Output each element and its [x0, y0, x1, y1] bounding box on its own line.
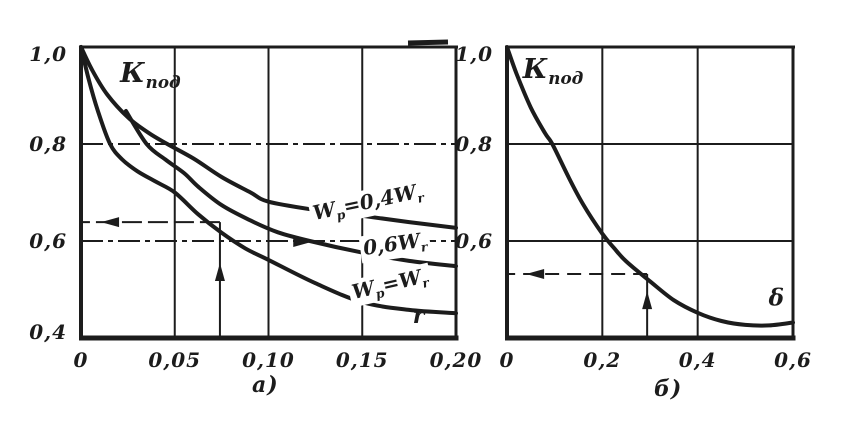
y-tick-label: 0,6 [455, 229, 493, 253]
curve-b-0 [505, 45, 795, 328]
y-tick-label: 0,6 [29, 229, 67, 253]
label-text: К [522, 53, 549, 85]
label-text: δ [768, 284, 784, 312]
chart-title: Кпод [523, 54, 584, 88]
label-text: W [349, 275, 377, 305]
x-tick-label: 0,20 [429, 348, 483, 372]
y-tick-label: 0,8 [29, 132, 67, 156]
guide-arrow-up [642, 291, 653, 310]
plot-svg-b [505, 45, 796, 341]
chart-title: Кпод [120, 58, 181, 92]
y-tick-label: 0,4 [29, 320, 67, 344]
axis-symbol: δ [769, 284, 784, 311]
x-tick-label: 0,05 [148, 348, 202, 372]
label-text: W [310, 197, 338, 226]
curve-a-2 [79, 45, 458, 316]
label-subscript: r [419, 238, 429, 255]
x-tick-label: 0 [499, 348, 515, 372]
chart-b-sublabel: б) [654, 376, 683, 402]
guide-arrow-left [526, 268, 545, 279]
guide-arrow-up [214, 263, 225, 282]
x-tick-label: 0,4 [678, 348, 717, 372]
axis-symbol: r [413, 303, 425, 329]
chart-a-sublabel: а) [252, 372, 279, 398]
y-tick-label: 1,0 [29, 42, 67, 66]
x-tick-label: 0,6 [774, 348, 812, 372]
guide-arrow-left [101, 217, 120, 228]
label-subscript: под [145, 72, 181, 93]
label-text: r [412, 303, 425, 330]
label-subscript: r [415, 189, 426, 206]
x-tick-label: 0,2 [583, 348, 622, 372]
chart-b: 1,0 0,8 0,6 0 0,2 0,4 0,6 Кпод δ [455, 43, 811, 372]
scan-artifact-mark [407, 39, 449, 46]
label-subscript: под [548, 68, 584, 89]
chart-a: 1,0 0,8 0,6 0,4 0 0,05 0,10 0,15 0,20 Кпод Wp=0,4W… [29, 43, 481, 372]
label-subscript: r [420, 274, 431, 291]
y-tick-label: 0,8 [455, 132, 493, 156]
x-tick-label: 0,15 [335, 348, 389, 372]
x-tick-label: 0 [73, 348, 89, 372]
x-tick-label: 0,10 [242, 348, 295, 372]
y-tick-label: 1,0 [455, 42, 493, 66]
label-text: К [120, 57, 146, 89]
